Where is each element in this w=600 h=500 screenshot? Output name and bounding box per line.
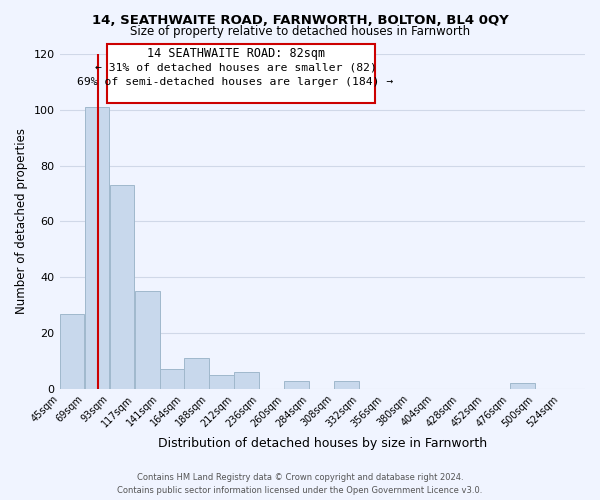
Bar xyxy=(184,358,209,389)
Bar xyxy=(209,375,233,389)
Text: 14 SEATHWAITE ROAD: 82sqm: 14 SEATHWAITE ROAD: 82sqm xyxy=(146,48,325,60)
Y-axis label: Number of detached properties: Number of detached properties xyxy=(15,128,28,314)
Bar xyxy=(510,384,535,389)
Bar xyxy=(135,291,160,389)
Bar xyxy=(85,107,109,389)
FancyBboxPatch shape xyxy=(107,44,375,102)
Text: ← 31% of detached houses are smaller (82): ← 31% of detached houses are smaller (82… xyxy=(95,62,377,72)
Bar xyxy=(160,370,185,389)
Bar xyxy=(110,185,134,389)
Bar xyxy=(284,380,309,389)
Bar xyxy=(334,380,359,389)
X-axis label: Distribution of detached houses by size in Farnworth: Distribution of detached houses by size … xyxy=(158,437,487,450)
Text: 69% of semi-detached houses are larger (184) →: 69% of semi-detached houses are larger (… xyxy=(77,78,394,88)
Bar xyxy=(59,314,84,389)
Text: 14, SEATHWAITE ROAD, FARNWORTH, BOLTON, BL4 0QY: 14, SEATHWAITE ROAD, FARNWORTH, BOLTON, … xyxy=(92,14,508,27)
Bar xyxy=(234,372,259,389)
Text: Contains HM Land Registry data © Crown copyright and database right 2024.
Contai: Contains HM Land Registry data © Crown c… xyxy=(118,473,482,495)
Text: Size of property relative to detached houses in Farnworth: Size of property relative to detached ho… xyxy=(130,25,470,38)
